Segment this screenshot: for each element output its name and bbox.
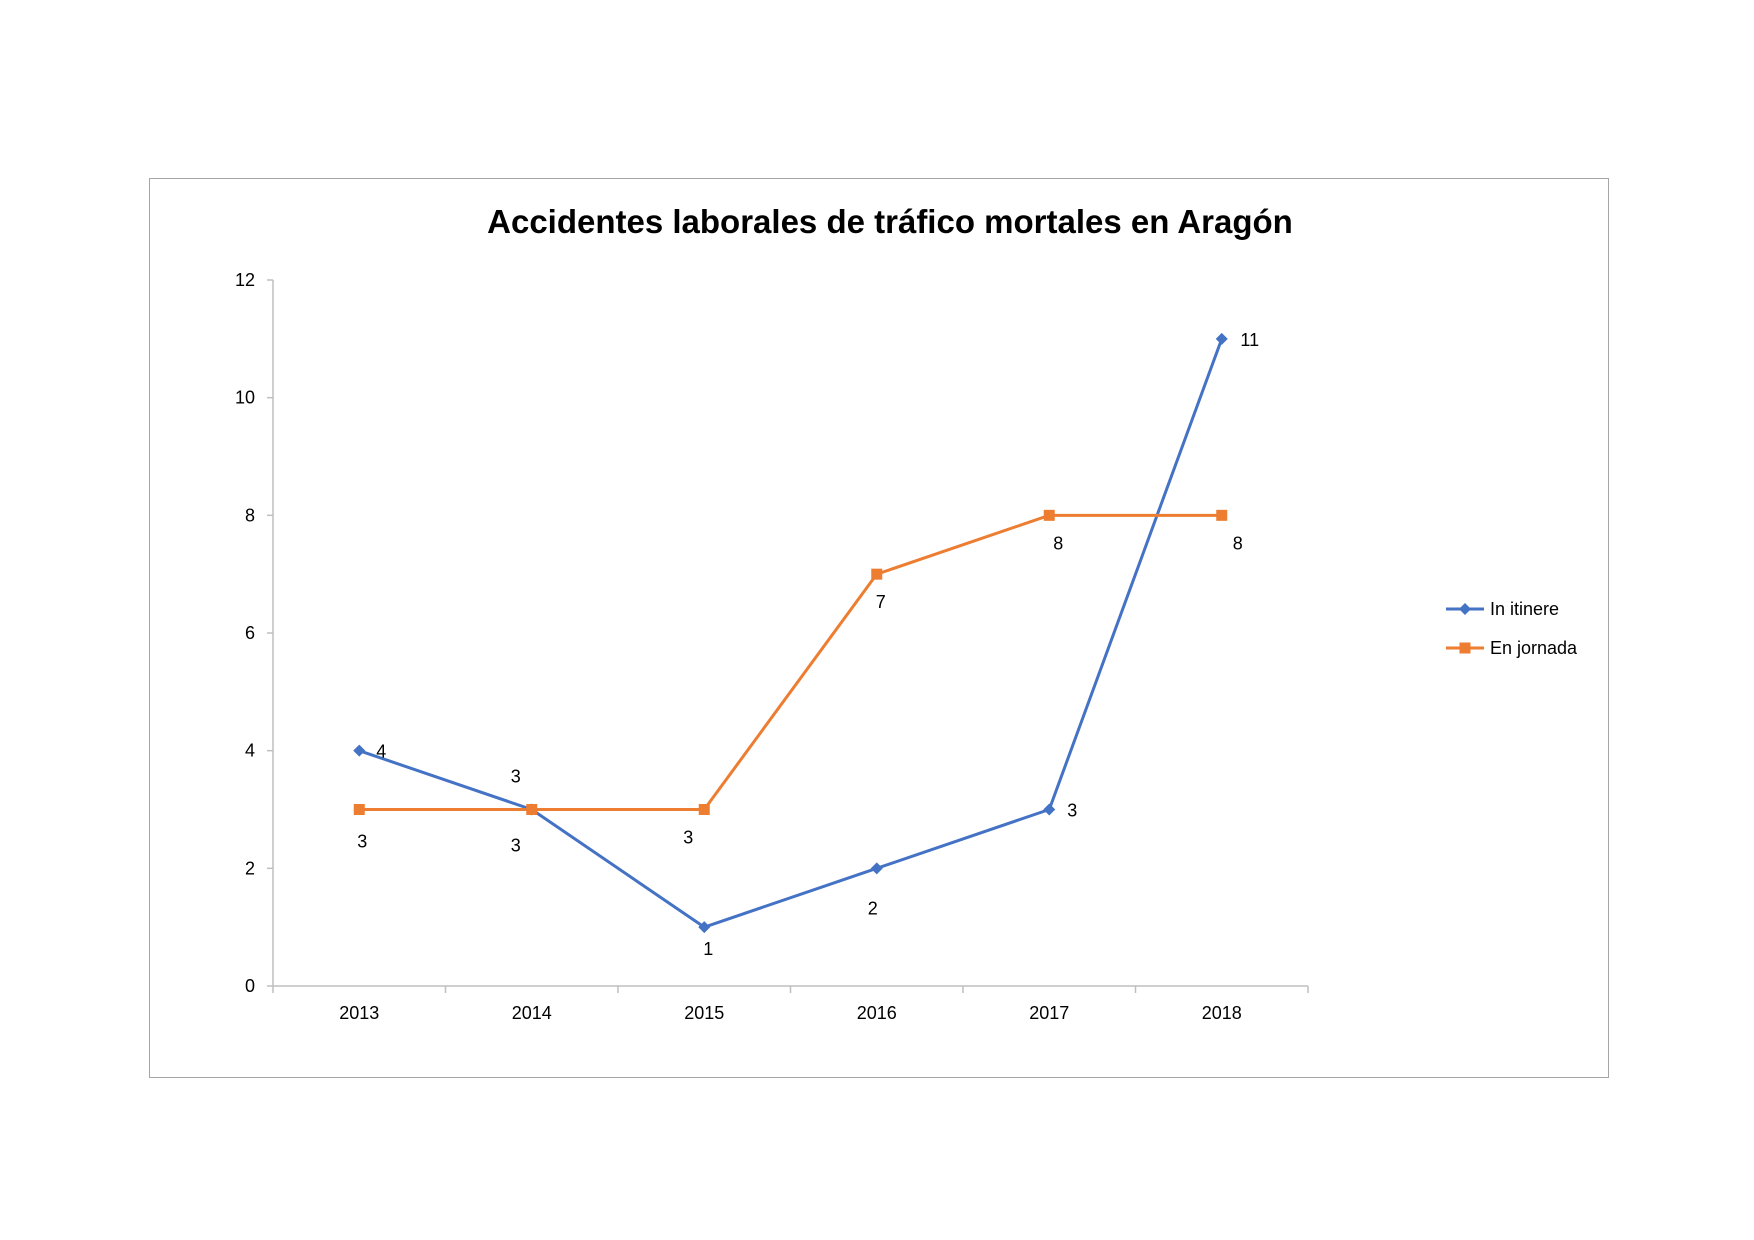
y-tick-label: 0: [245, 976, 255, 996]
series-line: [357, 337, 1224, 929]
data-point: [871, 568, 883, 580]
data-label: 7: [876, 592, 886, 612]
data-label: 8: [1053, 533, 1063, 553]
chart-frame: Accidentes laborales de tráfico mortales…: [149, 178, 1609, 1078]
y-tick-label: 12: [235, 270, 255, 290]
x-tick-label: 2015: [684, 1003, 724, 1023]
x-tick-label: 2018: [1202, 1003, 1242, 1023]
data-label: 11: [1240, 330, 1259, 350]
legend-item: En jornada: [1446, 638, 1578, 658]
data-point: [1216, 509, 1228, 521]
data-point: [1043, 803, 1056, 816]
x-tick-label: 2013: [339, 1003, 379, 1023]
data-point: [1043, 509, 1055, 521]
data-label: 4: [376, 742, 386, 762]
y-tick-label: 8: [245, 505, 255, 525]
x-tick-label: 2016: [857, 1003, 897, 1023]
y-tick-label: 4: [245, 741, 255, 761]
data-label: 3: [683, 828, 693, 848]
data-point: [353, 804, 365, 815]
data-label: 8: [1233, 533, 1243, 553]
chart-title: Accidentes laborales de tráfico mortales…: [487, 203, 1293, 240]
data-point: [870, 862, 883, 875]
y-tick-label: 6: [245, 623, 255, 643]
legend-label: In itinere: [1490, 599, 1559, 619]
x-tick-label: 2017: [1029, 1003, 1069, 1023]
legend-label: En jornada: [1490, 638, 1578, 658]
data-point: [698, 921, 711, 934]
y-tick-label: 10: [235, 388, 255, 408]
data-point: [526, 804, 538, 815]
x-tick-label: 2014: [512, 1003, 552, 1023]
line-chart: Accidentes laborales de tráfico mortales…: [235, 203, 1578, 1023]
legend-marker: [1459, 642, 1471, 654]
legend-marker: [1459, 603, 1471, 615]
series-line: [357, 513, 1224, 811]
data-point: [353, 744, 366, 757]
data-label: 2: [868, 898, 878, 918]
data-label: 1: [703, 939, 713, 959]
data-label: 3: [511, 836, 521, 856]
data-label: 3: [357, 832, 367, 852]
data-label: 3: [511, 767, 521, 787]
data-point: [1215, 332, 1228, 345]
data-point: [698, 804, 710, 815]
legend-item: In itinere: [1446, 599, 1559, 619]
data-label: 3: [1067, 801, 1077, 821]
y-tick-label: 2: [245, 858, 255, 878]
